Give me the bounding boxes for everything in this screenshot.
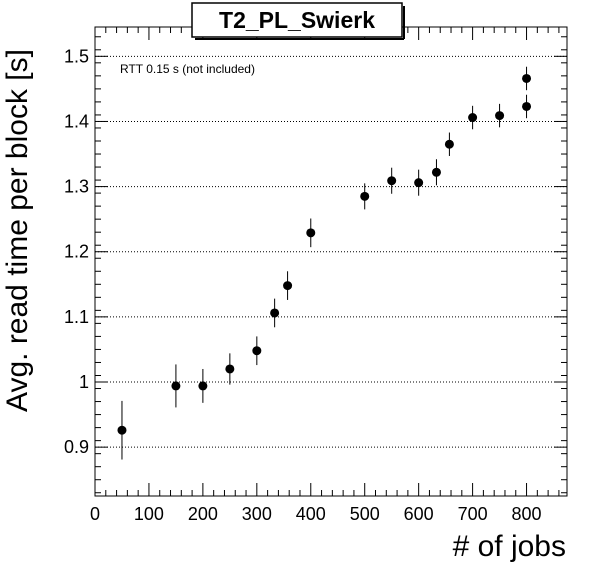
data-point: [270, 308, 280, 318]
y-tick-label: 1.1: [64, 307, 89, 327]
y-grid: [95, 55, 567, 448]
data-point: [225, 364, 235, 374]
y-axis-label: Avg. read time per block [s]: [1, 49, 34, 412]
data-point: [387, 176, 397, 186]
x-tick-label: 800: [512, 504, 542, 524]
chart-title: T2_PL_Swierk: [219, 7, 375, 33]
data-point: [252, 346, 262, 356]
data-point: [198, 381, 208, 391]
x-tick-label: 0: [90, 504, 100, 524]
data-point: [522, 73, 532, 83]
data-point: [468, 113, 478, 123]
x-tick-label: 400: [296, 504, 326, 524]
data-point: [414, 178, 424, 188]
x-tick-label: 600: [404, 504, 434, 524]
data-point: [444, 139, 454, 149]
y-tick-label: 1.5: [64, 46, 89, 66]
data-point: [117, 425, 127, 435]
data-point: [283, 281, 293, 291]
y-tick-label: 1: [79, 372, 89, 392]
data-point: [360, 191, 370, 201]
title-box: [191, 2, 403, 38]
plot-area: [94, 26, 568, 497]
y-tick-label: 0.9: [64, 437, 89, 457]
y-tick-label: 1.4: [64, 111, 89, 131]
data-point: [171, 381, 181, 391]
annotation-text: RTT 0.15 s (not included): [120, 62, 255, 76]
x-tick-label: 500: [350, 504, 380, 524]
data-point: [431, 167, 441, 177]
data-point: [522, 101, 532, 111]
x-tick-label: 100: [134, 504, 164, 524]
y-axis: 0.9 1 1.1 1.2 1.3 1.4 1.5: [64, 36, 567, 494]
y-tick-label: 1.3: [64, 177, 89, 197]
y-tick-label: 1.2: [64, 242, 89, 262]
x-tick-label: 700: [458, 504, 488, 524]
x-tick-label: 200: [188, 504, 218, 524]
data-point: [495, 111, 505, 121]
data-series: [117, 66, 532, 460]
data-point: [306, 228, 316, 238]
x-axis-label: # of jobs: [453, 530, 566, 563]
x-tick-label: 300: [242, 504, 272, 524]
